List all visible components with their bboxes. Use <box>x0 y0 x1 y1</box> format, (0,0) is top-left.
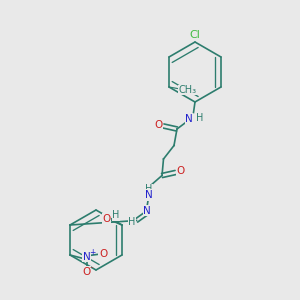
Text: N: N <box>82 251 90 262</box>
Text: O: O <box>82 267 91 277</box>
Text: H: H <box>112 210 120 220</box>
Text: H: H <box>196 113 204 123</box>
Text: O: O <box>99 249 107 259</box>
Text: N: N <box>145 190 152 200</box>
Text: H: H <box>128 217 136 227</box>
Text: O: O <box>102 214 110 224</box>
Text: CH₃: CH₃ <box>178 85 197 95</box>
Text: +: + <box>89 248 96 257</box>
Text: N: N <box>185 113 193 124</box>
Text: N: N <box>143 206 151 216</box>
Text: Cl: Cl <box>190 30 200 40</box>
Text: O: O <box>177 166 185 176</box>
Text: ⁻: ⁻ <box>88 266 93 274</box>
Text: H: H <box>145 184 152 194</box>
Text: O: O <box>154 119 162 130</box>
